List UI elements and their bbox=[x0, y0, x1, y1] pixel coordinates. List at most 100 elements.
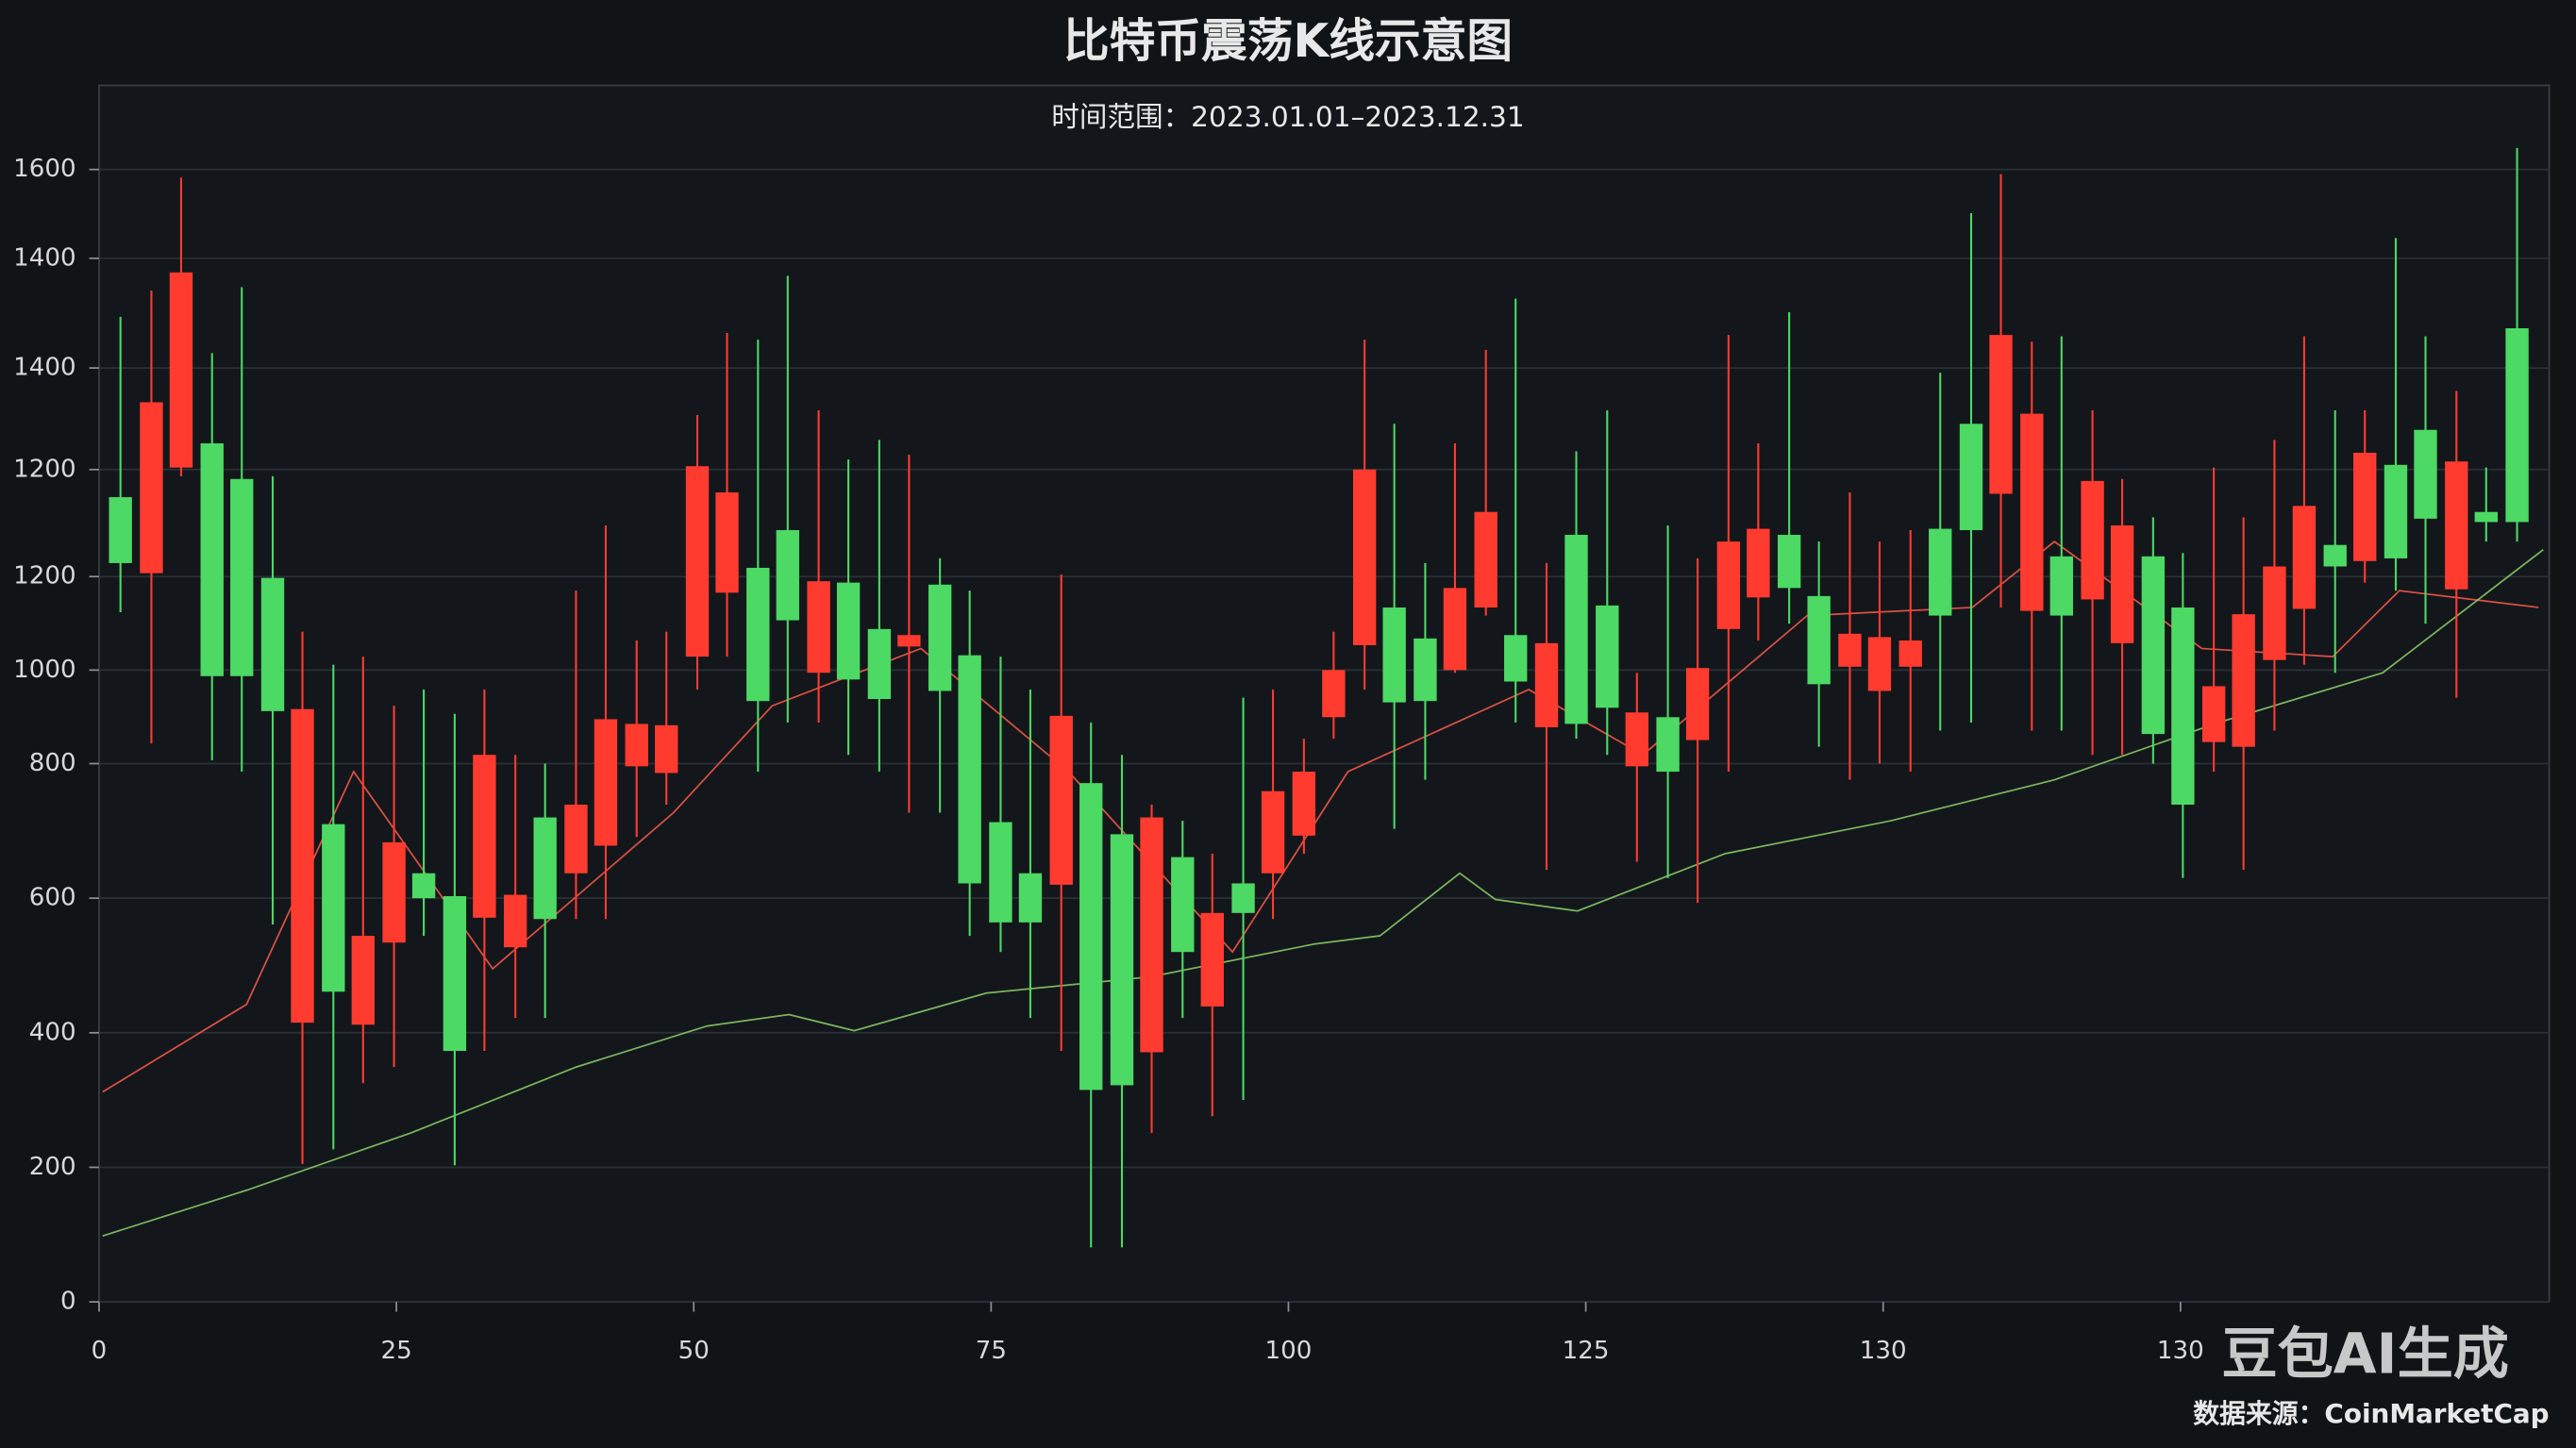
candle-body bbox=[1443, 588, 1467, 671]
candle-body bbox=[594, 719, 618, 846]
candle-body bbox=[564, 804, 588, 874]
candle-body bbox=[867, 628, 892, 700]
candle-body bbox=[1413, 638, 1437, 702]
y-tick-label: 600 bbox=[29, 884, 76, 912]
candle-body bbox=[533, 817, 557, 920]
candle-body bbox=[1867, 637, 1892, 691]
watermark: 豆包AI生成 bbox=[2221, 1321, 2508, 1386]
y-tick-label: 1600 bbox=[13, 155, 75, 183]
candle-body bbox=[230, 478, 254, 676]
candle-body bbox=[1899, 640, 1922, 667]
candle-body bbox=[1807, 595, 1831, 685]
candle-body bbox=[411, 873, 436, 899]
x-tick-label: 125 bbox=[1563, 1337, 1610, 1365]
candle-body bbox=[473, 755, 496, 918]
candle-body bbox=[1625, 712, 1648, 767]
candle-body bbox=[1049, 715, 1073, 885]
candle-body bbox=[1322, 670, 1346, 718]
y-tick-label: 800 bbox=[29, 749, 76, 777]
candle-body bbox=[2414, 429, 2437, 519]
candle-body bbox=[1382, 607, 1406, 703]
candle-body bbox=[1838, 633, 1862, 667]
candle-body bbox=[1747, 528, 1770, 598]
x-tick-label: 75 bbox=[976, 1337, 1007, 1365]
y-tick-label: 1400 bbox=[13, 354, 75, 382]
y-tick-label: 1000 bbox=[13, 656, 75, 684]
candle-body bbox=[1292, 772, 1316, 836]
candle-body bbox=[1777, 534, 1801, 589]
candle-body bbox=[625, 724, 648, 767]
candle-body bbox=[503, 894, 527, 948]
candle-body bbox=[958, 655, 981, 884]
candle-body bbox=[2049, 556, 2073, 616]
candle-body bbox=[2263, 566, 2286, 660]
candle-body bbox=[1959, 424, 1983, 530]
candle-body bbox=[443, 896, 467, 1052]
candle-body bbox=[1929, 528, 1952, 616]
candle-body bbox=[2201, 686, 2226, 742]
candle-body bbox=[382, 841, 406, 943]
candle-body bbox=[2505, 327, 2529, 523]
chart-subtitle: 时间范围：2023.01.01–2023.12.31 bbox=[1051, 101, 1524, 133]
candle-body bbox=[2292, 506, 2317, 609]
candle-body bbox=[1685, 668, 1710, 741]
candle-body bbox=[746, 567, 770, 702]
candle-body bbox=[322, 824, 345, 992]
candle-body bbox=[776, 529, 799, 621]
x-tick-label: 25 bbox=[380, 1337, 411, 1365]
y-tick-label: 1200 bbox=[13, 562, 75, 591]
candle-body bbox=[1110, 834, 1134, 1086]
y-tick-label: 1400 bbox=[13, 243, 75, 272]
candle-body bbox=[1231, 883, 1255, 913]
candle-body bbox=[1989, 335, 2013, 494]
candle-body bbox=[928, 584, 952, 691]
candle-body bbox=[1200, 912, 1224, 1007]
x-tick-label: 130 bbox=[1860, 1337, 1907, 1365]
candle-body bbox=[1352, 469, 1377, 645]
chart-title: 比特币震荡K线示意图 bbox=[1063, 15, 1513, 68]
x-tick-label: 130 bbox=[2157, 1337, 2204, 1365]
candle-body bbox=[715, 492, 739, 593]
candle-body bbox=[1656, 717, 1680, 773]
candle-body bbox=[2141, 556, 2166, 735]
candle-body bbox=[1596, 605, 1619, 708]
candle-body bbox=[1171, 857, 1195, 953]
candle-body bbox=[1534, 642, 1559, 727]
y-tick-label: 200 bbox=[29, 1153, 76, 1181]
candle-body bbox=[2445, 461, 2468, 590]
x-tick-label: 50 bbox=[678, 1337, 710, 1365]
candle-body bbox=[2353, 452, 2377, 561]
y-tick-label: 0 bbox=[60, 1288, 76, 1316]
candle-body bbox=[685, 466, 710, 657]
candle-body bbox=[1261, 791, 1285, 874]
candle-body bbox=[2171, 607, 2195, 805]
candle-body bbox=[1140, 817, 1163, 1053]
candle-body bbox=[2474, 511, 2498, 523]
candle-body bbox=[897, 635, 921, 647]
y-tick-label: 1200 bbox=[13, 455, 75, 483]
candle-body bbox=[1716, 541, 1741, 629]
candle-body bbox=[989, 822, 1012, 923]
candle-body bbox=[2384, 464, 2408, 558]
candle-body bbox=[807, 581, 830, 674]
candle-body bbox=[109, 497, 132, 563]
candle-body bbox=[140, 402, 163, 574]
candle-body bbox=[836, 582, 861, 680]
candle-body bbox=[1474, 511, 1497, 608]
candle-body bbox=[2232, 614, 2255, 747]
candle-body bbox=[351, 936, 375, 1025]
candle-body bbox=[260, 577, 285, 711]
candle-body bbox=[1504, 635, 1528, 682]
candle-body bbox=[2020, 413, 2044, 611]
y-tick-label: 400 bbox=[29, 1018, 76, 1046]
candle-body bbox=[1018, 873, 1043, 923]
candle-body bbox=[1079, 783, 1103, 1090]
candle-body bbox=[2110, 524, 2134, 643]
candle-body bbox=[655, 724, 678, 774]
candle-body bbox=[169, 272, 193, 468]
candle-body bbox=[2081, 480, 2104, 600]
candle-body bbox=[2323, 544, 2347, 567]
ma-line bbox=[102, 541, 2539, 1093]
